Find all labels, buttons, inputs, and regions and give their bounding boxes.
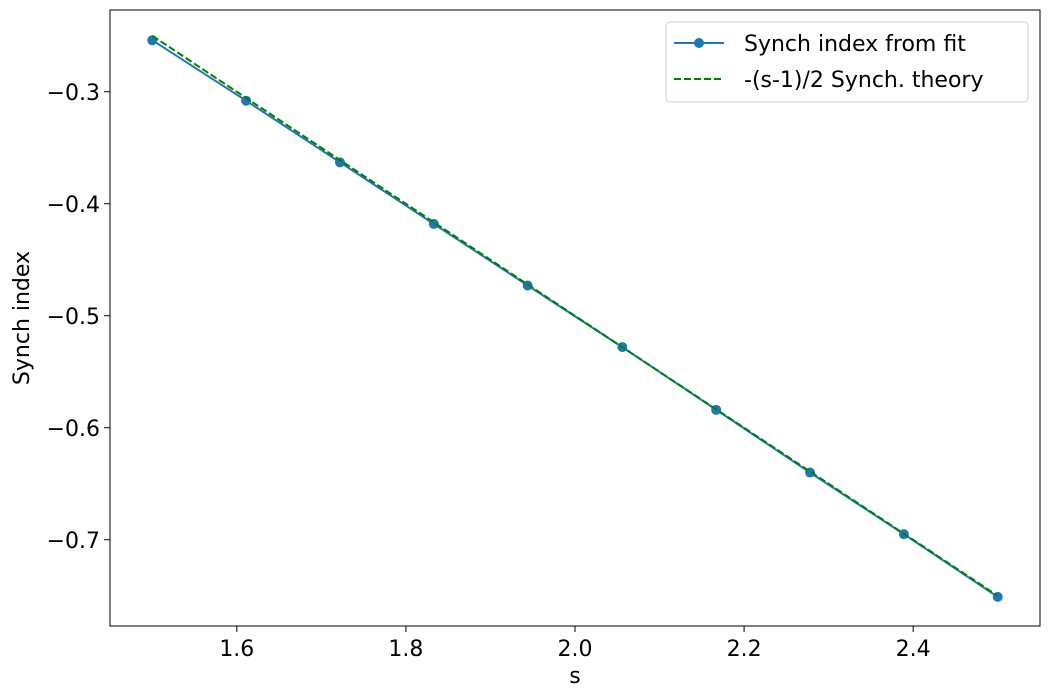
legend-frame <box>665 21 1029 103</box>
legend: Synch index from fit -(s-1)/2 Synch. the… <box>665 21 1029 103</box>
legend-marker-fit <box>694 38 704 48</box>
plot-layer <box>147 34 1003 602</box>
legend-label-theory: -(s-1)/2 Synch. theory <box>744 68 984 93</box>
series-line-theory <box>151 34 999 597</box>
x-tick-label: 2.2 <box>727 637 762 662</box>
x-tick-label: 2.0 <box>558 637 593 662</box>
y-tick-label: −0.7 <box>47 529 100 554</box>
y-axis: −0.3 −0.4 −0.5 −0.6 −0.7 <box>47 81 110 554</box>
y-axis-label: Synch index <box>10 251 35 385</box>
y-tick-label: −0.4 <box>47 193 100 218</box>
x-tick-label: 1.6 <box>219 637 254 662</box>
x-axis-label: s <box>569 664 580 689</box>
x-tick-label: 2.4 <box>896 637 931 662</box>
data-point <box>334 157 345 168</box>
y-tick-label: −0.5 <box>47 305 100 330</box>
data-point <box>241 95 252 106</box>
y-tick-label: −0.6 <box>47 417 100 442</box>
y-tick-label: −0.3 <box>47 81 100 106</box>
x-axis: 1.6 1.8 2.0 2.2 2.4 <box>219 626 931 662</box>
legend-label-fit: Synch index from fit <box>744 32 966 57</box>
x-tick-label: 1.8 <box>388 637 423 662</box>
data-point <box>992 591 1003 602</box>
